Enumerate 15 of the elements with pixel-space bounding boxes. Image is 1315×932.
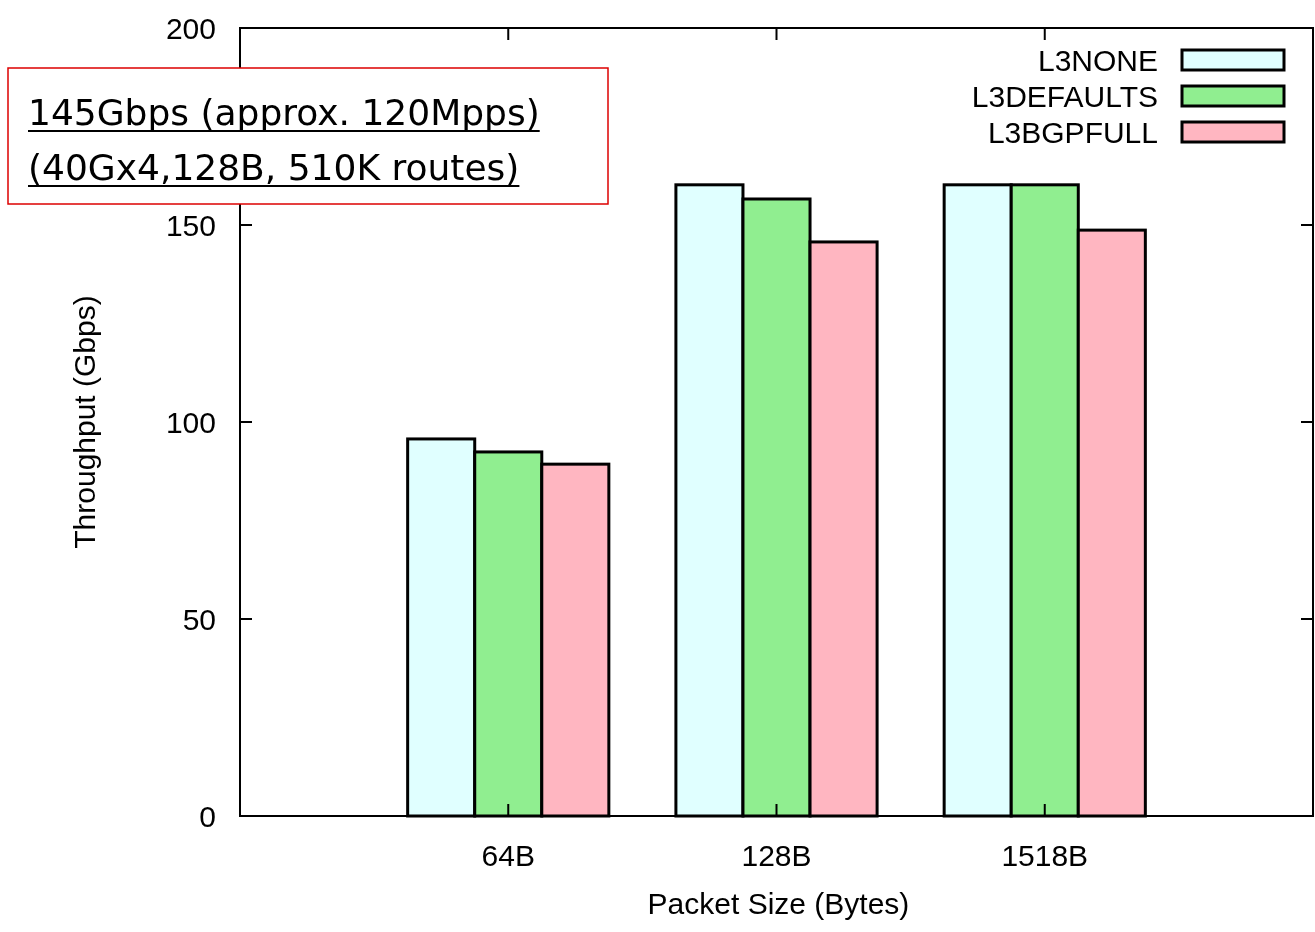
y-axis-title: Throughput (Gbps) [68,295,101,549]
y-tick-label: 200 [165,11,216,45]
legend-label: L3NONE [1037,43,1158,77]
x-axis-title: Packet Size (Bytes) [647,887,910,920]
y-tick-label: 150 [165,208,216,242]
y-tick-label: 100 [165,405,216,439]
x-tick-label: 64B [481,839,535,872]
legend-label: L3DEFAULTS [971,79,1158,113]
x-tick-label: 128B [741,839,812,872]
legend-label: L3BGPFULL [987,115,1158,149]
x-tick-label: 1518B [1001,839,1089,872]
annotation: 145Gbps (approx. 120Mpps) [28,92,540,133]
y-tick-label: 0 [199,799,216,833]
y-tick-label: 50 [182,602,216,636]
annotation: (40Gx4,128B, 510K routes) [28,147,520,188]
